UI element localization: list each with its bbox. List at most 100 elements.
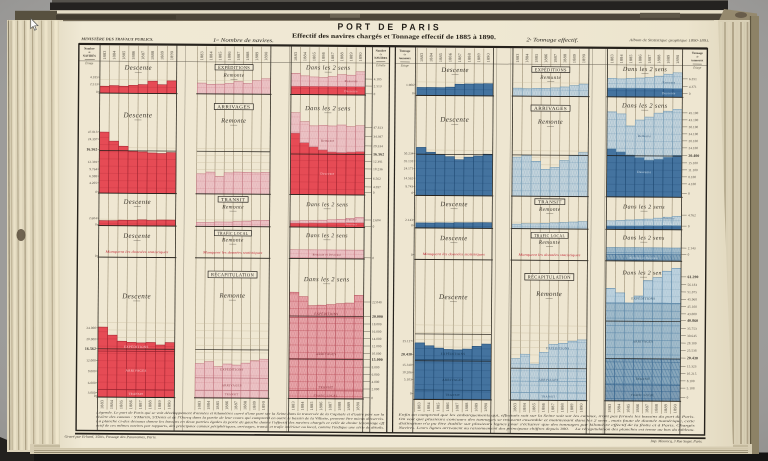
svg-text:20.430: 20.430 (401, 352, 412, 356)
svg-text:1890: 1890 (263, 52, 268, 61)
svg-text:EXPÉDITIONS: EXPÉDITIONS (220, 366, 243, 371)
svg-text:1887: 1887 (140, 51, 145, 60)
svg-text:On voit que plusieurs concours: On voit que plusieurs concours des tonna… (399, 417, 696, 424)
svg-text:12.000: 12.000 (86, 358, 96, 362)
svg-text:de: de (88, 51, 91, 54)
svg-text:Descente: Descente (662, 91, 676, 95)
svg-text:1888: 1888 (656, 54, 661, 63)
svg-text:56.183: 56.183 (687, 283, 697, 287)
svg-text:20.430: 20.430 (687, 356, 698, 360)
svg-text:1887: 1887 (233, 401, 238, 410)
svg-text:Remonte: Remonte (221, 204, 244, 210)
svg-text:0: 0 (689, 92, 691, 96)
svg-text:5.108: 5.108 (687, 386, 695, 390)
svg-text:TRAFIC LOCAL: TRAFIC LOCAL (314, 395, 338, 398)
svg-text:ARRIVAGES: ARRIVAGES (539, 378, 559, 382)
svg-text:1884: 1884 (619, 53, 624, 63)
svg-text:47.813: 47.813 (88, 130, 98, 134)
svg-text:2.604: 2.604 (373, 218, 381, 222)
svg-text:4.371: 4.371 (689, 85, 697, 89)
svg-text:1886: 1886 (543, 54, 548, 63)
svg-text:ARRIVAGES: ARRIVAGES (222, 383, 242, 387)
svg-text:Manquent les données statistiq: Manquent les données statistiques (517, 253, 581, 257)
svg-text:0: 0 (96, 90, 98, 94)
svg-text:15.000: 15.000 (372, 358, 383, 362)
svg-text:EXPÉDITIONS: EXPÉDITIONS (314, 311, 338, 316)
svg-text:de: de (696, 55, 699, 58)
svg-text:EXPÉDITIONS: EXPÉDITIONS (535, 67, 567, 72)
svg-text:24.397: 24.397 (88, 137, 98, 141)
svg-text:6.000: 6.000 (88, 381, 96, 385)
svg-text:1886: 1886 (321, 52, 326, 61)
svg-text:12.391: 12.391 (373, 160, 383, 164)
svg-text:1890: 1890 (169, 51, 174, 60)
svg-text:Remonte: Remonte (539, 75, 561, 81)
svg-text:1885: 1885 (312, 52, 317, 61)
svg-text:de: de (404, 53, 407, 56)
svg-text:Remonte et Descente: Remonte et Descente (629, 257, 658, 260)
svg-text:1885: 1885 (628, 54, 633, 63)
svg-text:35.753: 35.753 (687, 327, 697, 331)
svg-text:1886: 1886 (318, 401, 323, 410)
svg-text:2.143: 2.143 (405, 218, 413, 222)
svg-text:4.100: 4.100 (688, 182, 696, 186)
svg-text:0: 0 (95, 190, 97, 194)
svg-text:Descente: Descente (440, 67, 468, 74)
svg-text:1887: 1887 (644, 404, 649, 413)
svg-text:1890: 1890 (483, 403, 488, 412)
svg-text:1888: 1888 (654, 404, 659, 413)
svg-text:TRAFIC LOCAL: TRAFIC LOCAL (631, 394, 655, 397)
svg-text:ectif de ces mêmes navires par: ectif de ces mêmes navires par rapports,… (96, 423, 384, 430)
svg-text:1884: 1884 (426, 401, 431, 411)
svg-text:Descente: Descente (320, 172, 334, 176)
svg-text:Remonte: Remonte (221, 237, 244, 243)
svg-text:50.234: 50.234 (404, 151, 414, 155)
svg-text:45.100: 45.100 (687, 305, 697, 309)
svg-text:0: 0 (94, 394, 96, 398)
svg-text:1885: 1885 (534, 54, 539, 63)
svg-text:4.397: 4.397 (373, 185, 381, 189)
svg-text:0: 0 (373, 191, 375, 195)
svg-text:2.143: 2.143 (688, 246, 696, 250)
svg-text:1888: 1888 (339, 52, 344, 61)
svg-text:0: 0 (374, 92, 376, 96)
svg-text:8.100: 8.100 (687, 379, 695, 383)
svg-text:51.075: 51.075 (687, 290, 697, 294)
svg-text:TRANSIT: TRANSIT (538, 199, 562, 204)
svg-text:2.513: 2.513 (374, 84, 382, 88)
svg-text:Dans les 2 sens: Dans les 2 sens (621, 102, 668, 109)
svg-text:ARRIVAGES: ARRIVAGES (534, 107, 567, 112)
svg-text:1883: 1883 (102, 50, 107, 59)
svg-text:1887: 1887 (647, 54, 652, 63)
svg-text:EXPÉDITIONS: EXPÉDITIONS (218, 65, 250, 70)
svg-text:1889: 1889 (476, 53, 481, 62)
svg-text:1885: 1885 (121, 51, 126, 60)
svg-text:34.397: 34.397 (373, 135, 383, 139)
svg-text:1886: 1886 (131, 51, 136, 60)
svg-text:Tonnage: Tonnage (692, 51, 704, 55)
svg-text:10.000: 10.000 (372, 352, 382, 356)
svg-text:TRANSIT: TRANSIT (129, 392, 144, 396)
svg-text:1885: 1885 (626, 404, 631, 413)
svg-text:1888: 1888 (560, 403, 565, 412)
svg-text:Descente: Descente (345, 223, 357, 226)
svg-text:0: 0 (688, 253, 690, 257)
svg-text:RÉCAPITULATION: RÉCAPITULATION (211, 272, 254, 278)
svg-text:Remonte: Remonte (218, 292, 245, 299)
svg-text:1887: 1887 (138, 400, 143, 409)
svg-text:35.131: 35.131 (404, 159, 414, 163)
svg-text:Descente: Descente (122, 233, 150, 240)
svg-text:Dans les 2 sens: Dans les 2 sens (305, 202, 348, 208)
svg-text:0: 0 (373, 225, 375, 229)
svg-text:1890: 1890 (355, 402, 360, 411)
svg-text:Étiage: Étiage (400, 62, 410, 67)
svg-text:1889: 1889 (569, 403, 574, 412)
svg-text:1885: 1885 (119, 400, 124, 409)
svg-text:Navires. Leurs lignes arrivaie: Navires. Leurs lignes arrivaient au rais… (397, 426, 695, 432)
svg-text:1888: 1888 (242, 401, 247, 410)
svg-text:0: 0 (688, 224, 690, 228)
svg-text:1889: 1889 (666, 55, 671, 64)
svg-text:1889: 1889 (572, 54, 577, 63)
svg-text:Manquent les données statistiq: Manquent les données statistiques (104, 250, 169, 254)
svg-text:La planche ci-des dessous donn: La planche ci-des dessous donne les bass… (95, 419, 386, 425)
